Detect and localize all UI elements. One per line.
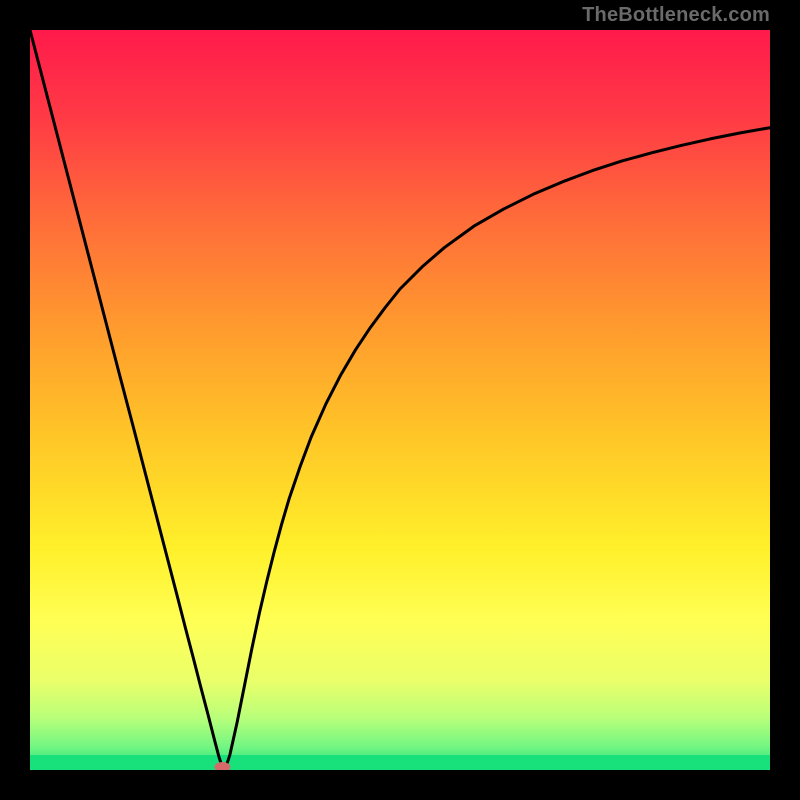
- curve-layer: [30, 30, 770, 770]
- watermark-text: TheBottleneck.com: [582, 4, 770, 27]
- plot-area: [30, 30, 770, 770]
- bottleneck-curve: [30, 30, 770, 768]
- chart-frame: TheBottleneck.com: [0, 0, 800, 800]
